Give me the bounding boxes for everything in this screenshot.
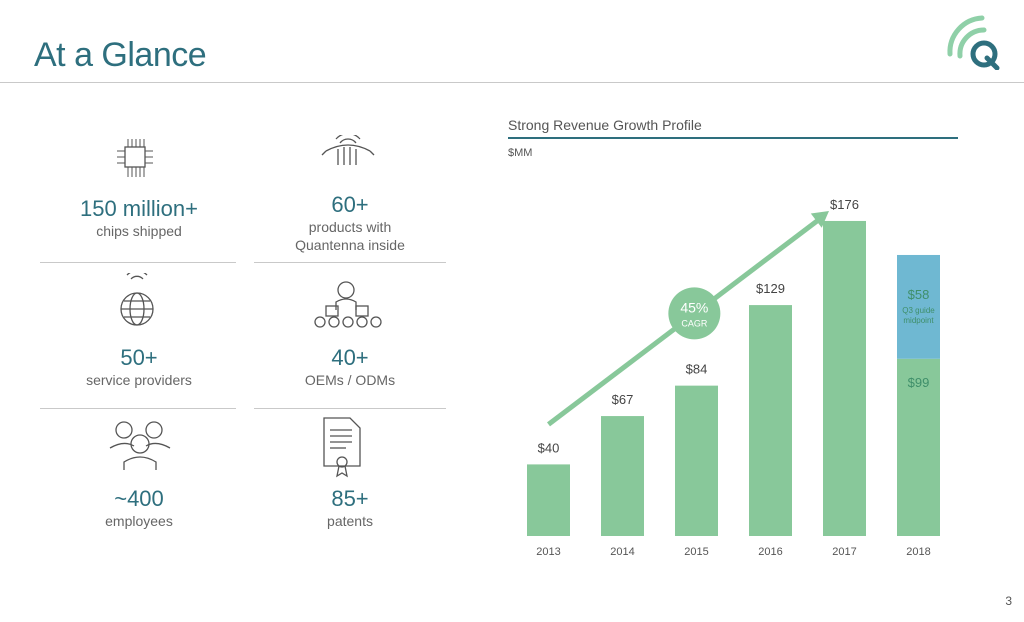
guidance-bar [897, 254, 940, 359]
stat-value: 85+ [331, 486, 369, 511]
cagr-bubble [668, 287, 721, 340]
stat-value: ~400 [114, 486, 164, 511]
chip-icon [117, 139, 153, 177]
stat-label: chips shipped [96, 223, 182, 239]
bar-data-label: $67 [612, 392, 634, 407]
title-divider [0, 82, 1024, 83]
bar-data-label: $176 [830, 197, 859, 212]
chart-unit-label: $MM [508, 147, 533, 159]
stat-value: 150 million+ [79, 196, 198, 221]
guidance-note: midpoint [903, 316, 934, 325]
guidance-data-label: $58 [908, 287, 930, 302]
cagr-value: 45% [680, 299, 708, 315]
stat-label: employees [105, 513, 173, 529]
revenue-bar [601, 416, 644, 536]
stat-label: products with Quantenna inside [295, 219, 405, 253]
conveyor-icon [314, 281, 382, 328]
stat-label: patents [327, 513, 373, 529]
bar-data-label: $84 [686, 362, 708, 377]
x-tick-label: 2013 [536, 546, 560, 558]
bar-data-label: $129 [756, 281, 785, 296]
router-icon [321, 135, 375, 165]
revenue-bar [749, 305, 792, 536]
stat-label: service providers [86, 372, 192, 388]
revenue-bar [527, 464, 570, 536]
cagr-arrow-head [810, 210, 829, 228]
revenue-bar [675, 385, 718, 536]
stat-service-providers: 50+ service providers [44, 345, 234, 389]
stat-value: 40+ [331, 345, 369, 370]
stat-chips: 150 million+ chips shipped [44, 196, 234, 240]
quantenna-logo [947, 15, 1000, 70]
certificate-icon [323, 417, 361, 478]
globe-icon [120, 273, 154, 326]
x-tick-label: 2016 [758, 546, 782, 558]
stat-patents: 85+ patents [255, 486, 445, 530]
x-tick-label: 2015 [684, 546, 708, 558]
bar-data-label: $99 [908, 375, 930, 390]
x-tick-label: 2014 [610, 546, 634, 558]
bar-data-label: $40 [538, 440, 560, 455]
stat-label: OEMs / ODMs [304, 372, 396, 388]
stats-divider [40, 408, 236, 409]
x-tick-label: 2017 [832, 546, 856, 558]
revenue-bar [897, 358, 940, 536]
stat-employees: ~400 employees [44, 486, 234, 530]
stat-value: 50+ [120, 345, 158, 370]
stats-divider [254, 408, 446, 409]
cagr-label: CAGR [681, 318, 708, 328]
stat-products: 60+ products with Quantenna inside [255, 192, 445, 254]
revenue-bar-chart: $40 2013 $67 2014 $84 2015 $129 2016 $176 2017 $58… [527, 197, 940, 558]
stat-oems: 40+ OEMs / ODMs [255, 345, 445, 389]
page-title: At a Glance [34, 36, 207, 74]
stat-value: 60+ [331, 192, 369, 217]
x-tick-label: 2018 [906, 546, 930, 558]
guidance-note: Q3 guide [902, 306, 935, 315]
people-icon [109, 421, 171, 470]
stats-divider [254, 262, 446, 263]
chart-title: Strong Revenue Growth Profile [508, 117, 702, 133]
page-number: 3 [1005, 594, 1012, 608]
stats-divider [40, 262, 236, 263]
chart-title-rule [508, 137, 958, 139]
revenue-bar [823, 220, 866, 536]
